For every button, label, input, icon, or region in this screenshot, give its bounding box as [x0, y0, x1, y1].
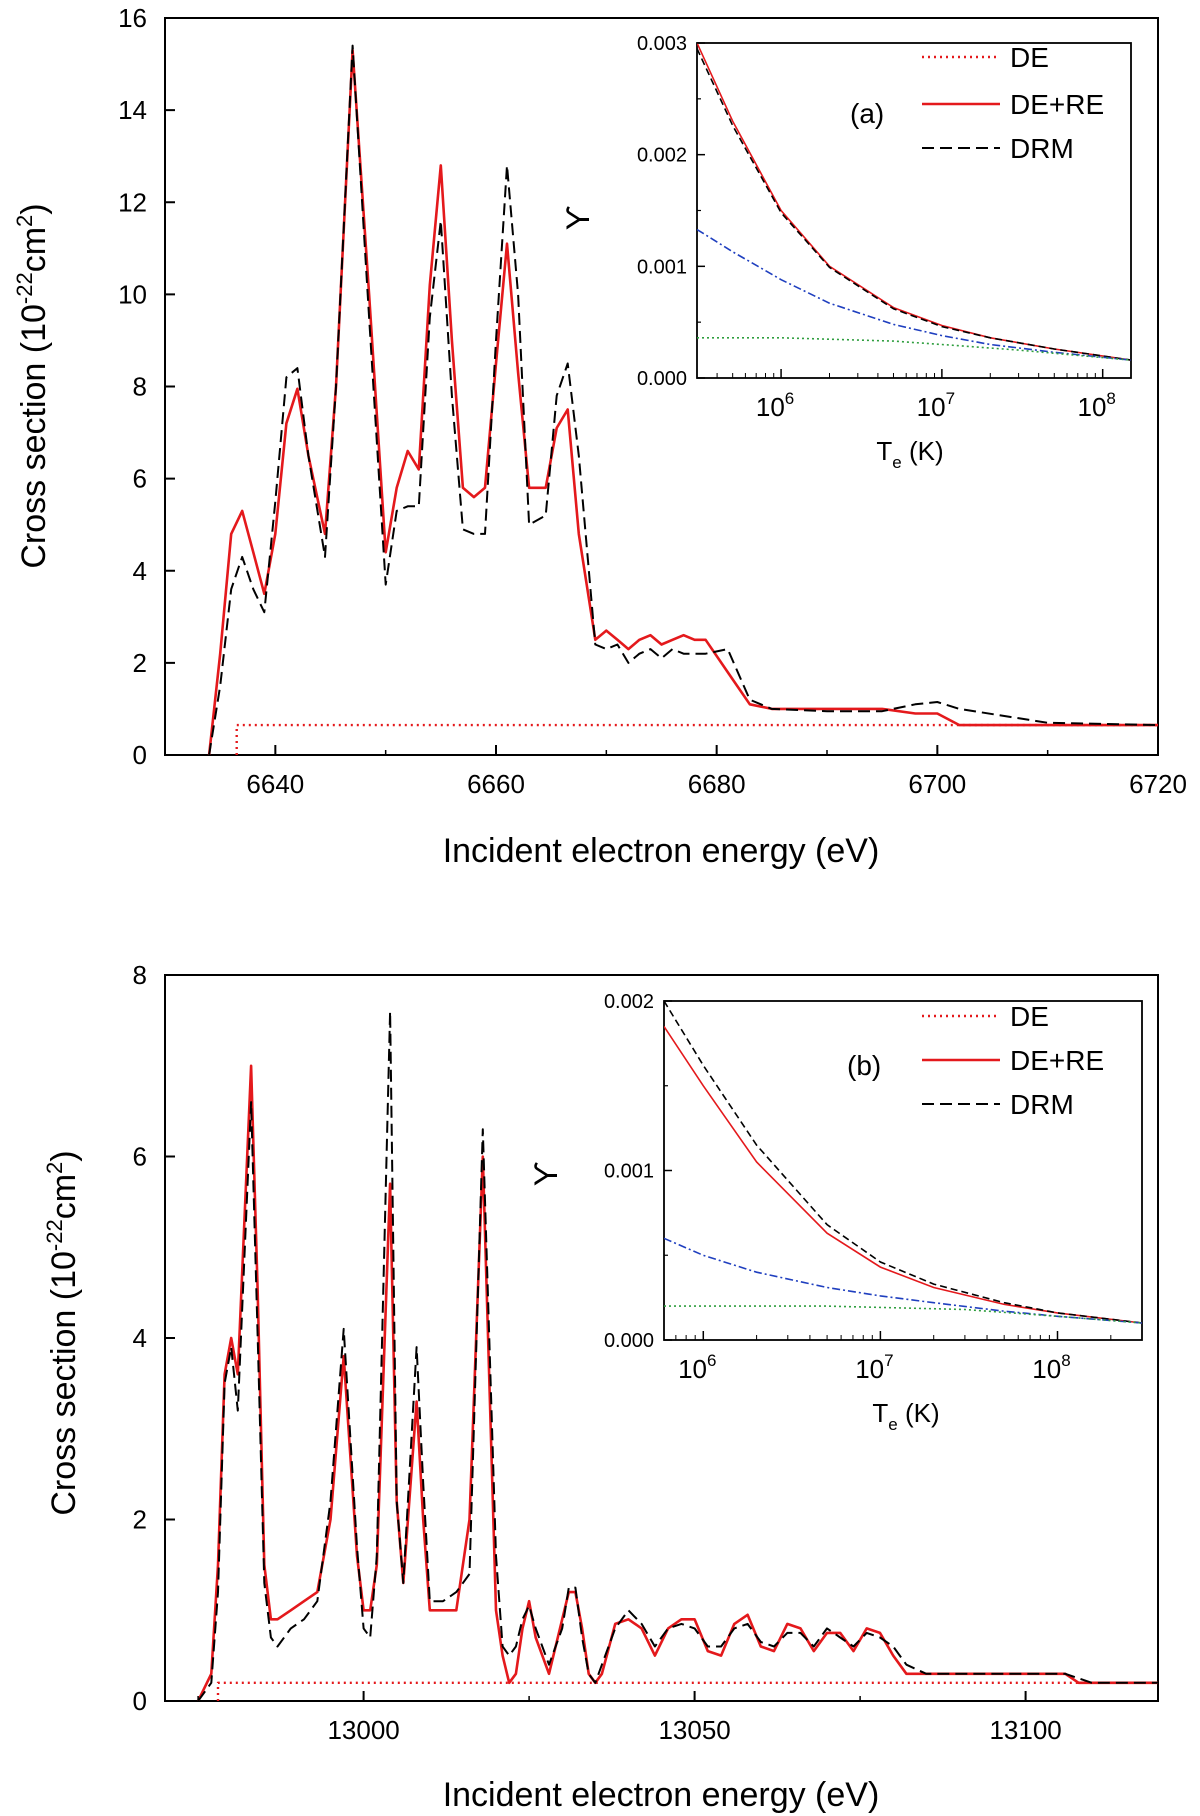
- legend-b: DE DE+RE DRM: [922, 1001, 1104, 1120]
- bottom-y-tick-label: 6: [133, 1142, 147, 1172]
- inset-a-ticks: 0.000 0.001 0.002 0.003 106 107 108: [637, 33, 1116, 422]
- bottom-x-ticks: 13000 13050 13100: [197, 1691, 1062, 1745]
- top-y-axis-label: Cross section (10-22cm2): [12, 203, 53, 568]
- inset-a-y-tick-label: 0.003: [637, 33, 687, 55]
- top-y-tick-label: 16: [118, 3, 147, 33]
- inset-a-x-tick-label: 107: [917, 389, 955, 422]
- bottom-y-ticks: 0 2 4 6 8: [133, 960, 175, 1716]
- bottom-y-tick-label: 2: [133, 1505, 147, 1535]
- top-y-ticks: 0 2 4 6 8 10 12 14 16: [118, 3, 175, 770]
- top-x-tick-label: 6640: [246, 769, 304, 799]
- legend-b-drm-label: DRM: [1010, 1089, 1074, 1120]
- inset-a-plot-area: [697, 43, 1131, 361]
- bottom-x-tick-label: 13050: [658, 1715, 730, 1745]
- top-x-tick-label: 6660: [467, 769, 525, 799]
- inset-b-ticks: 0.000 0.001 0.002 106 107 108: [604, 991, 1143, 1384]
- legend-b-dere-label: DE+RE: [1010, 1045, 1104, 1076]
- top-y-tick-label: 10: [118, 279, 147, 309]
- bottom-y-tick-label: 8: [133, 960, 147, 990]
- bottom-plot-frame: [164, 974, 1159, 1702]
- bottom-series-de-re: [196, 1064, 1158, 1701]
- inset-b-y-tick-label: 0.002: [604, 991, 654, 1013]
- top-x-tick-label: 6720: [1129, 769, 1187, 799]
- inset-a-x-tick-label: 106: [756, 389, 794, 422]
- legend-a-drm-label: DRM: [1010, 133, 1074, 164]
- inset-b-series-drm: [664, 1001, 1142, 1324]
- bottom-x-tick-label: 13000: [327, 1715, 399, 1745]
- bottom-y-axis-label: Cross section (10-22cm2): [42, 1150, 83, 1515]
- inset-b-panel-label: (b): [847, 1050, 881, 1081]
- inset-a-y-tick-label: 0.001: [637, 256, 687, 278]
- inset-a-panel-label: (a): [850, 98, 884, 129]
- inset-a: 0.000 0.001 0.002 0.003 106 107 108 ϒ Te (K) (…: [560, 33, 1132, 472]
- top-plot-area: [207, 44, 1158, 755]
- inset-b-y-tick-label: 0.000: [604, 1330, 654, 1352]
- top-y-tick-label: 6: [133, 464, 147, 494]
- inset-b-y-tick-label: 0.001: [604, 1161, 654, 1183]
- bottom-series-drm: [197, 1010, 1158, 1701]
- inset-a-ylabel: ϒ: [560, 205, 596, 230]
- top-y-tick-label: 14: [118, 95, 147, 125]
- inset-a-series-drm: [697, 48, 1131, 361]
- legend-a-de-label: DE: [1010, 42, 1049, 73]
- top-x-ticks: 6640 6660 6680 6700 6720: [164, 745, 1187, 799]
- inset-a-xlabel: Te (K): [876, 436, 943, 472]
- legend-a: DE DE+RE DRM: [922, 42, 1104, 164]
- bottom-x-tick-label: 13100: [989, 1715, 1061, 1745]
- inset-b-x-tick-label: 107: [855, 1351, 893, 1384]
- inset-a-series-component-blue: [697, 228, 1131, 361]
- inset-b-x-tick-label: 106: [678, 1351, 716, 1384]
- inset-a-series-component-green: [697, 336, 1131, 361]
- inset-b-series-component-blue: [664, 1237, 1142, 1324]
- bottom-y-tick-label: 4: [133, 1323, 147, 1353]
- top-y-tick-label: 2: [133, 648, 147, 678]
- panel-bottom-cross-section: 13000 13050 13100 0 2 4 6 8 Incident electron …: [42, 960, 1159, 1814]
- top-y-tick-label: 12: [118, 187, 147, 217]
- legend-a-dere-label: DE+RE: [1010, 89, 1104, 120]
- top-y-tick-label: 4: [133, 556, 147, 586]
- top-x-tick-label: 6700: [908, 769, 966, 799]
- top-y-tick-label: 8: [133, 372, 147, 402]
- bottom-x-axis-label: Incident electron energy (eV): [443, 1776, 880, 1814]
- top-x-axis-label: Incident electron energy (eV): [443, 832, 880, 870]
- inset-b-xlabel: Te (K): [872, 1398, 939, 1434]
- bottom-y-tick-label: 0: [133, 1686, 147, 1716]
- inset-b-series-component-green: [664, 1305, 1142, 1324]
- top-x-tick-label: 6680: [688, 769, 746, 799]
- panel-top-cross-section: 6640 6660 6680 6700 6720 0 2 4 6 8 10 12 14 16 Incid…: [12, 3, 1187, 870]
- inset-b-ylabel: ϒ: [528, 1161, 564, 1186]
- inset-b-plot-area: [664, 1001, 1142, 1324]
- bottom-series-de: [216, 1681, 1158, 1701]
- inset-a-x-tick-label: 108: [1077, 389, 1115, 422]
- inset-a-y-tick-label: 0.000: [637, 368, 687, 390]
- bottom-plot-area: [196, 1010, 1158, 1701]
- legend-b-de-label: DE: [1010, 1001, 1049, 1032]
- inset-b: 0.000 0.001 0.002 106 107 108 ϒ Te (K) (b) DE…: [528, 991, 1143, 1434]
- top-series-de: [235, 723, 1158, 755]
- top-y-tick-label: 0: [133, 740, 147, 770]
- inset-a-y-tick-label: 0.002: [637, 145, 687, 167]
- inset-b-x-tick-label: 108: [1032, 1351, 1070, 1384]
